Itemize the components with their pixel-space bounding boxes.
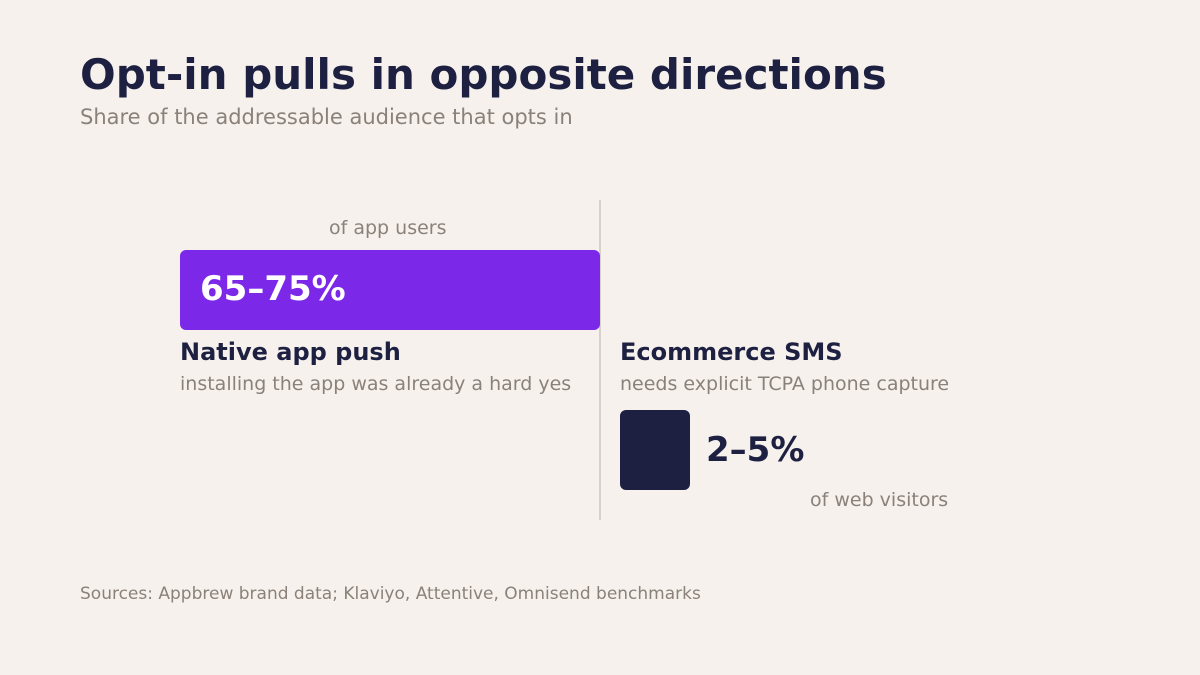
push-value-label: 65–75% <box>200 269 346 309</box>
sms-series-name: Ecommerce SMS <box>620 338 843 366</box>
push-series-note: installing the app was already a hard ye… <box>180 373 572 395</box>
chart-divider <box>599 200 601 520</box>
page-title: Opt-in pulls in opposite directions <box>80 50 887 99</box>
sms-value-label: 2–5% <box>706 430 805 470</box>
sms-unit-label: of web visitors <box>810 489 949 511</box>
sms-series-note: needs explicit TCPA phone capture <box>620 373 950 395</box>
push-unit-label: of app users <box>329 217 447 239</box>
sources-note: Sources: Appbrew brand data; Klaviyo, At… <box>80 584 701 604</box>
page-subtitle: Share of the addressable audience that o… <box>80 105 573 129</box>
push-series-name: Native app push <box>180 338 401 366</box>
push-bar <box>180 250 600 330</box>
sms-bar <box>620 410 690 490</box>
